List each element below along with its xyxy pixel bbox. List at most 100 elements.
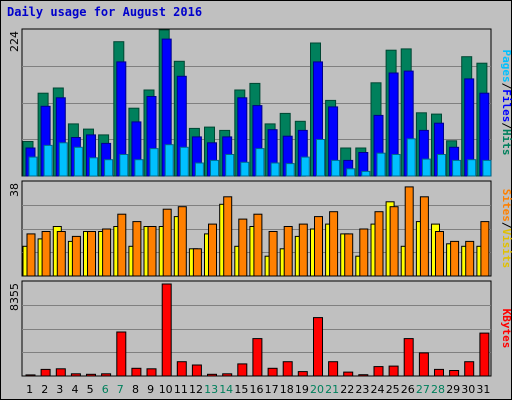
bar-sites-day-20 [314, 216, 323, 277]
bar-kbytes-day-26 [403, 338, 414, 377]
day-label-11: 11 [174, 383, 188, 396]
bar-kbytes-day-1 [25, 374, 36, 377]
bar-sites-day-4 [71, 235, 81, 277]
bar-pages-day-16 [255, 148, 265, 177]
chart-title: Daily usage for August 2016 [7, 5, 203, 19]
bar-sites-day-22 [344, 233, 354, 277]
bar-sites-day-6 [102, 228, 112, 277]
bar-sites-day-7 [117, 213, 127, 277]
legend-pages: Pages [500, 50, 512, 83]
legend-sites: Sites [500, 189, 512, 222]
bar-sites-day-17 [268, 231, 278, 277]
legend-visits: Visits [500, 229, 512, 269]
bar-sites-day-29 [450, 240, 460, 277]
bar-sites-day-18 [283, 226, 293, 277]
bar-sites-day-16 [253, 213, 263, 277]
bar-sites-day-5 [87, 231, 96, 277]
bar-pages-day-23 [361, 170, 371, 177]
day-label-9: 9 [147, 383, 154, 396]
bar-kbytes-day-21 [328, 361, 339, 377]
bar-pages-day-27 [421, 158, 431, 177]
bar-kbytes-day-13 [207, 373, 217, 377]
day-label-23: 23 [355, 383, 369, 396]
bar-kbytes-day-4 [70, 373, 81, 377]
bar-sites-day-8 [132, 221, 142, 277]
bar-kbytes-day-16 [252, 338, 263, 377]
day-label-14: 14 [219, 383, 233, 396]
bar-sites-day-14 [223, 196, 233, 277]
bar-kbytes-day-5 [86, 373, 96, 377]
day-label-27: 27 [416, 383, 430, 396]
day-label-5: 5 [87, 383, 94, 396]
bar-kbytes-day-18 [282, 361, 293, 377]
bar-pages-day-24 [376, 152, 386, 177]
bar-pages-day-15 [240, 161, 250, 177]
bar-kbytes-day-24 [373, 366, 384, 377]
bar-pages-day-25 [391, 154, 401, 177]
bar-kbytes-day-14 [222, 373, 233, 377]
day-label-8: 8 [132, 383, 139, 396]
legend-kbytes-panel: KBytes [500, 309, 512, 349]
bar-pages-day-3 [58, 142, 68, 177]
bar-kbytes-day-27 [418, 352, 429, 377]
bar-pages-day-5 [89, 157, 98, 177]
day-label-31: 31 [476, 383, 490, 396]
bar-sites-day-21 [329, 211, 339, 277]
legend-visits-panel: Sites/Visits [500, 189, 512, 269]
bar-sites-day-26 [404, 186, 414, 277]
bar-pages-day-29 [452, 159, 462, 177]
day-label-18: 18 [280, 383, 294, 396]
legend-hits-panel: Pages/Files/Hits [500, 50, 512, 156]
day-label-28: 28 [431, 383, 445, 396]
bar-sites-day-1 [26, 233, 36, 277]
bar-kbytes-day-20 [313, 317, 323, 377]
bar-pages-day-11 [179, 146, 189, 177]
bar-kbytes-day-12 [191, 364, 202, 377]
legend-separator: / [500, 122, 512, 129]
bar-pages-day-12 [194, 162, 204, 177]
bar-kbytes-day-25 [388, 365, 399, 377]
bar-kbytes-day-15 [237, 363, 248, 377]
bar-pages-day-10 [164, 144, 174, 177]
bar-pages-day-13 [210, 159, 219, 177]
bar-sites-day-25 [389, 206, 399, 277]
bar-kbytes-day-6 [101, 373, 112, 377]
day-label-17: 17 [265, 383, 279, 396]
bar-pages-day-31 [482, 159, 492, 177]
day-label-22: 22 [340, 383, 354, 396]
bar-pages-day-22 [346, 168, 356, 177]
day-label-4: 4 [72, 383, 79, 396]
legend-kbytes: KBytes [500, 309, 512, 349]
bar-kbytes-day-28 [434, 368, 444, 377]
bar-pages-day-17 [270, 162, 280, 177]
bar-pages-day-2 [43, 144, 53, 177]
bar-kbytes-day-22 [343, 371, 354, 377]
max-label-hits: 224 [8, 31, 21, 52]
bar-kbytes-day-30 [464, 361, 475, 377]
bar-sites-day-11 [177, 206, 187, 277]
bar-pages-day-6 [104, 159, 114, 177]
bar-pages-day-19 [300, 156, 310, 177]
day-label-21: 21 [325, 383, 339, 396]
bar-kbytes-day-8 [131, 367, 142, 377]
bar-sites-day-27 [419, 196, 429, 277]
bar-kbytes-day-2 [40, 368, 51, 377]
bar-kbytes-day-29 [449, 370, 460, 377]
legend-files: Files [500, 89, 512, 122]
bar-kbytes-day-31 [479, 332, 490, 377]
day-label-6: 6 [102, 383, 109, 396]
bar-kbytes-day-11 [176, 361, 187, 377]
bar-sites-day-10 [162, 208, 172, 277]
day-label-1: 1 [26, 383, 33, 396]
day-label-30: 30 [461, 383, 475, 396]
day-label-2: 2 [41, 383, 48, 396]
bar-sites-day-3 [56, 231, 66, 277]
max-label-kbytes: 8355 [8, 283, 21, 311]
bar-pages-day-9 [149, 148, 159, 177]
bar-sites-day-30 [465, 240, 475, 277]
bar-pages-day-14 [225, 154, 235, 177]
bar-pages-day-18 [285, 163, 295, 177]
day-label-24: 24 [371, 383, 385, 396]
day-label-25: 25 [386, 383, 400, 396]
bar-kbytes-day-9 [146, 368, 157, 377]
